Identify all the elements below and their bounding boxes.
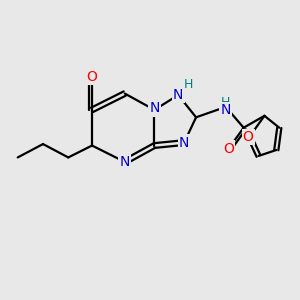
Text: O: O bbox=[243, 130, 254, 144]
Text: N: N bbox=[179, 136, 189, 150]
Text: H: H bbox=[184, 78, 193, 91]
Text: O: O bbox=[223, 142, 234, 155]
Text: O: O bbox=[87, 70, 98, 84]
Text: N: N bbox=[149, 101, 160, 116]
Text: N: N bbox=[119, 155, 130, 169]
Text: N: N bbox=[173, 88, 183, 102]
Text: N: N bbox=[220, 103, 231, 117]
Text: H: H bbox=[220, 96, 230, 109]
